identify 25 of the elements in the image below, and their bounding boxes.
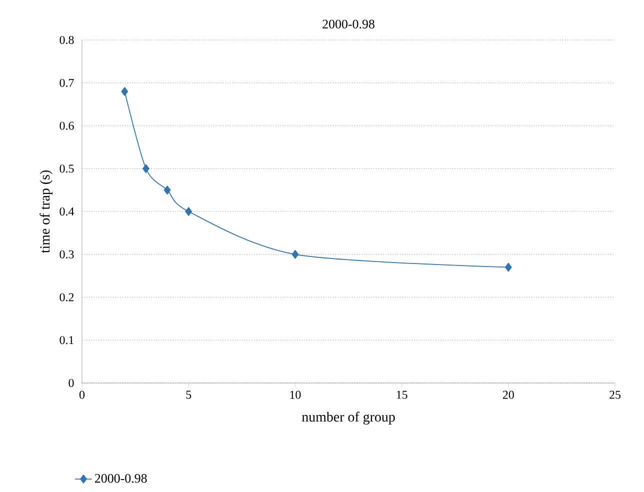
x-tick-label: 5: [186, 390, 192, 399]
x-axis-title: number of group: [302, 412, 395, 425]
y-tick-label: 0.5: [60, 164, 74, 173]
point: [121, 87, 128, 96]
y-tick-label: 0.2: [60, 293, 74, 302]
point: [164, 186, 171, 194]
point: [292, 250, 299, 259]
x-tick-label: 0: [79, 390, 85, 399]
y-tick-label: 0.6: [60, 122, 74, 130]
y-axis-title: time of trap (s): [40, 170, 52, 253]
point: [504, 262, 512, 272]
y-tick-label: 0.4: [60, 207, 74, 216]
y-tick-label: 0: [68, 378, 74, 388]
chart-title: 2000-0.98: [322, 20, 374, 29]
x-tick-label: 25: [610, 390, 621, 399]
legend-label: 2000-0.98: [94, 474, 147, 483]
y-tick-label: 0.3: [60, 250, 74, 258]
x-tick-label: 10: [290, 390, 301, 399]
x-tick-label: 20: [502, 390, 514, 399]
point: [142, 164, 150, 174]
point: [185, 207, 192, 216]
x-tick-label: 15: [396, 390, 408, 399]
y-tick-label: 0.8: [60, 36, 74, 44]
y-tick-label: 0.7: [60, 78, 74, 87]
y-tick-label: 0.1: [60, 336, 74, 344]
